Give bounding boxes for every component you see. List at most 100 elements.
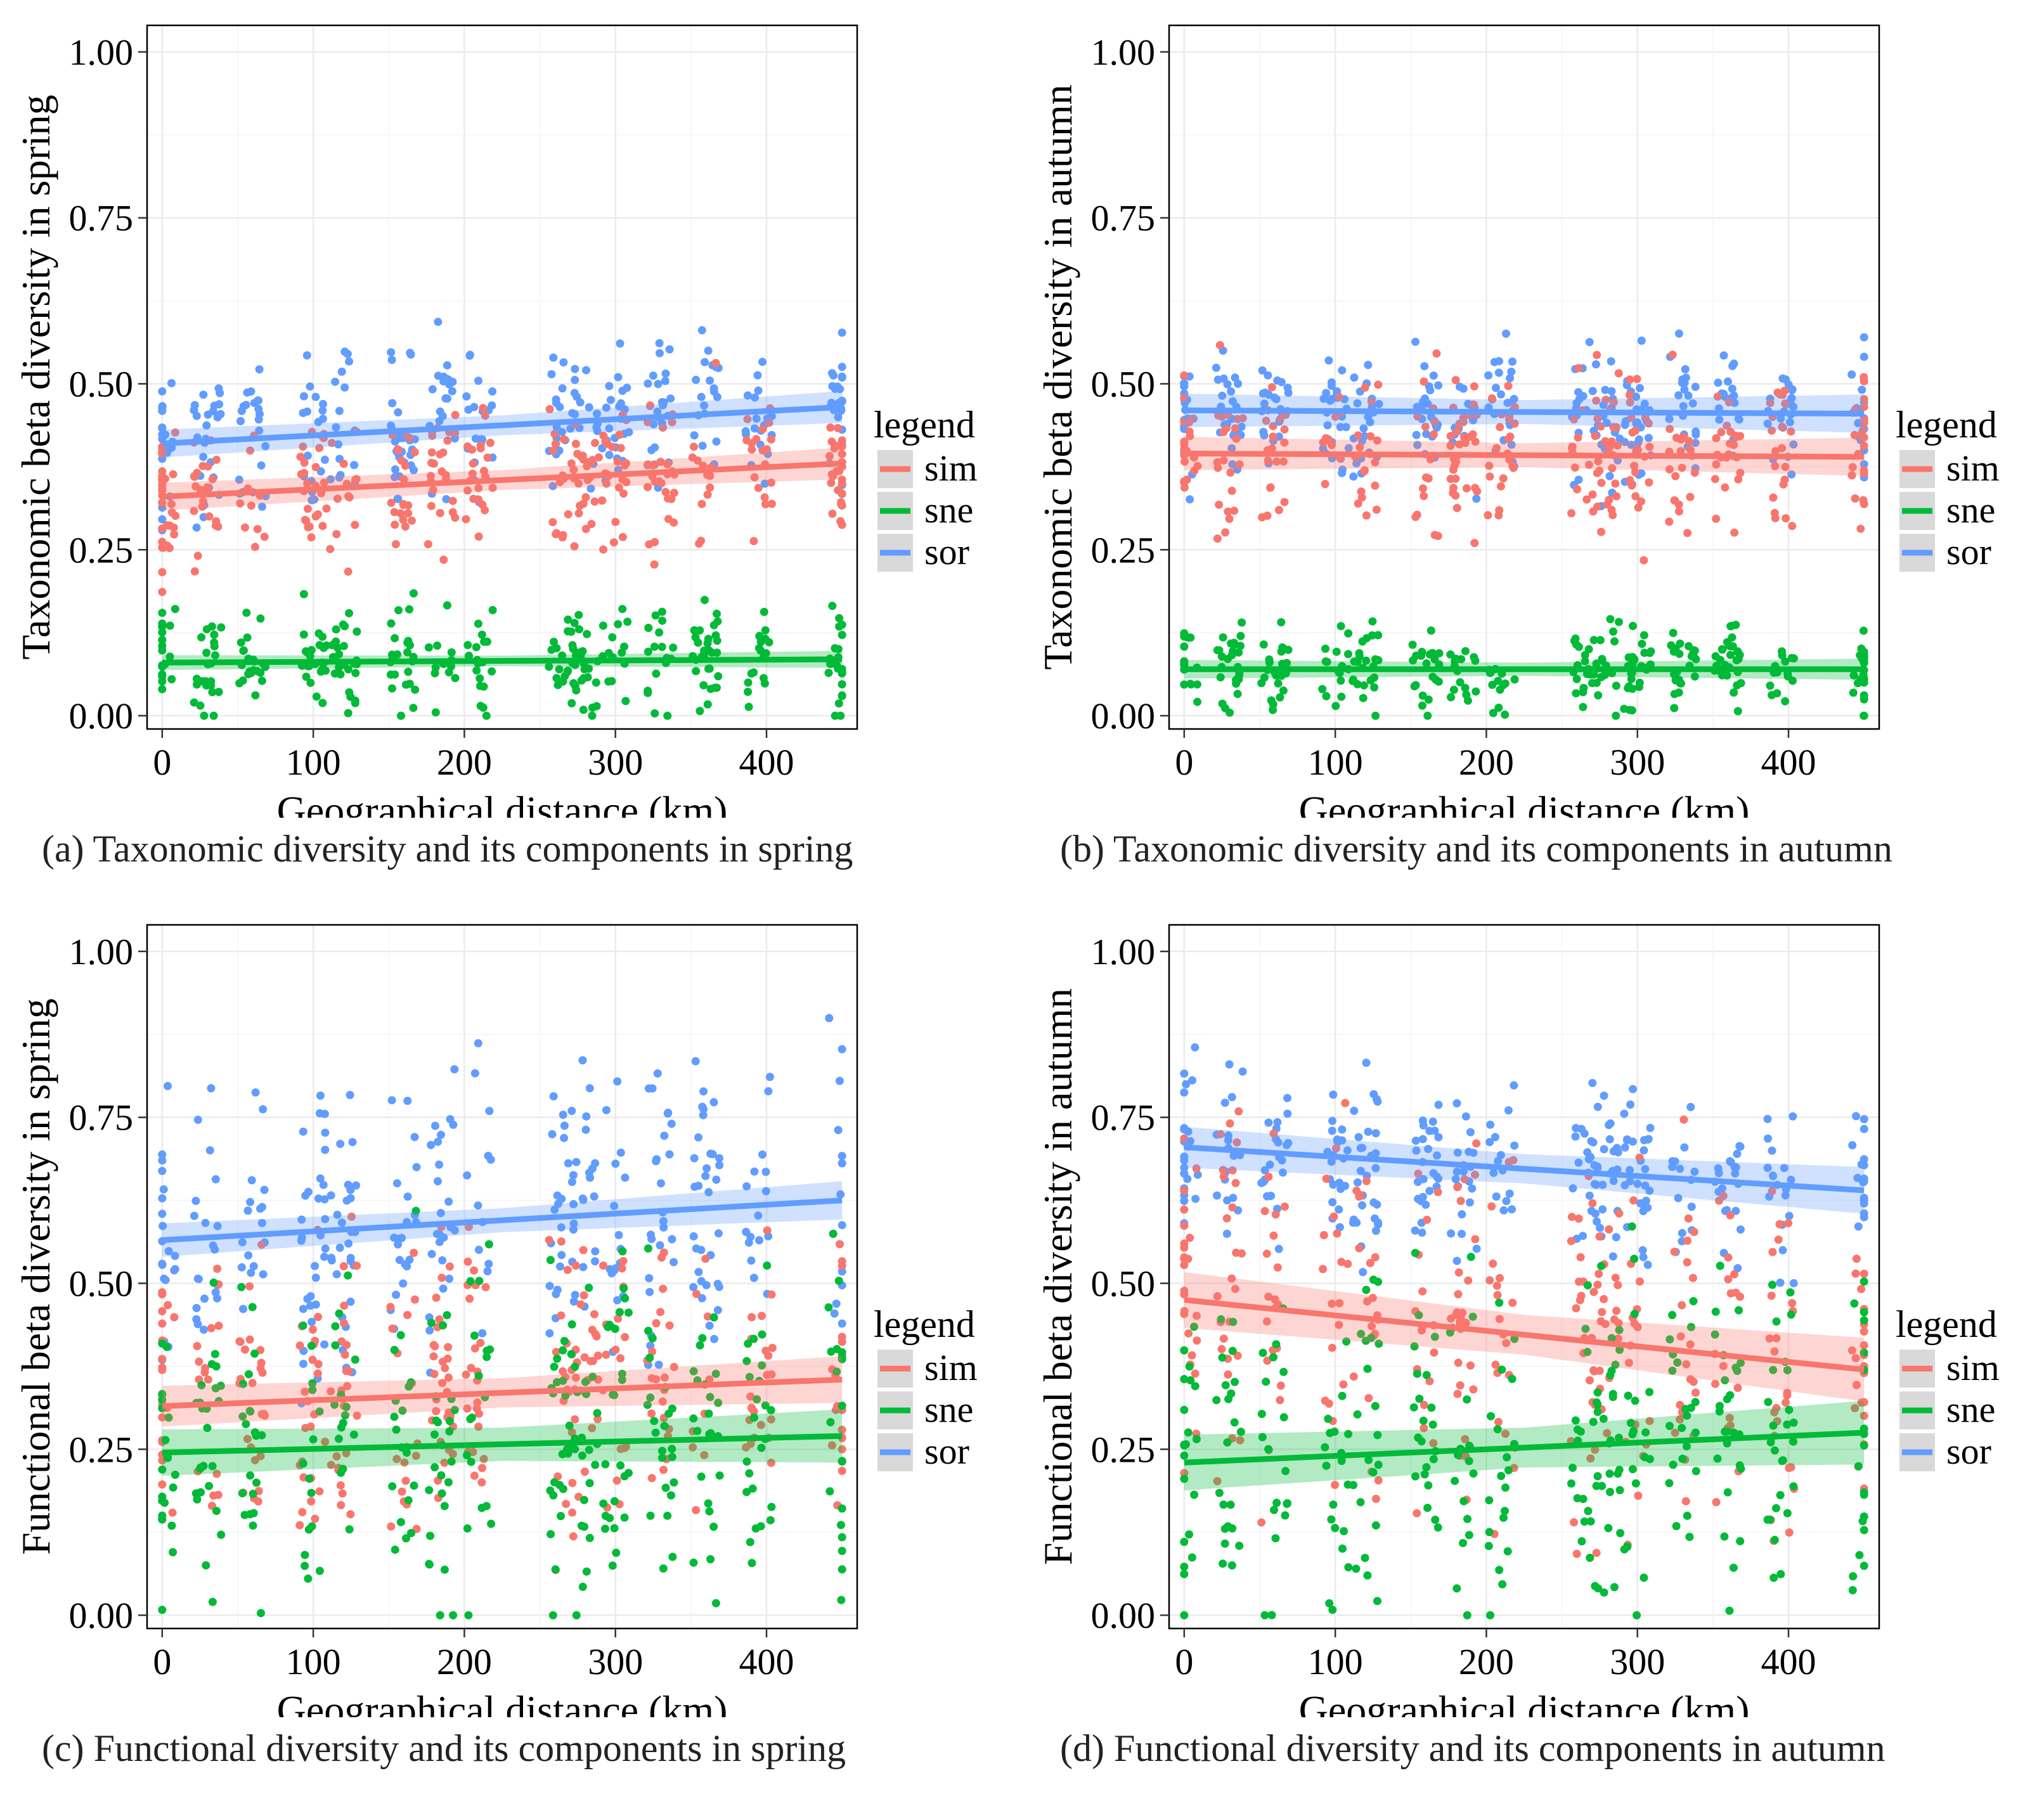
point-sne: [618, 1247, 627, 1256]
point-sor: [247, 387, 256, 396]
point-sim: [557, 1237, 566, 1246]
point-sne: [558, 651, 567, 660]
point-sim: [768, 1343, 777, 1352]
point-sne: [466, 1277, 475, 1286]
point-sne: [758, 1361, 766, 1370]
point-sim: [1690, 468, 1699, 477]
point-sim: [258, 1369, 267, 1377]
point-sne: [406, 1378, 415, 1387]
point-sne: [475, 1277, 484, 1286]
point-sim: [1851, 494, 1860, 503]
point-sor: [689, 1232, 698, 1241]
point-sne: [1789, 1418, 1798, 1427]
point-sor: [699, 1105, 708, 1114]
point-sne: [1431, 1516, 1440, 1524]
point-sim: [1634, 1492, 1643, 1500]
point-sim: [663, 460, 672, 468]
point-sne: [1588, 679, 1596, 688]
plot-border: [146, 24, 858, 730]
point-sne: [1783, 1420, 1792, 1429]
point-sim: [703, 1312, 712, 1321]
point-sor: [1574, 1158, 1583, 1167]
legend-title: legend: [874, 1303, 975, 1345]
point-sne: [1857, 644, 1866, 653]
point-sne: [1855, 1551, 1864, 1559]
point-sor: [337, 1218, 346, 1227]
y-tick-label: 0.25: [69, 1429, 134, 1470]
point-sor: [1609, 1177, 1618, 1185]
point-sor: [311, 392, 320, 401]
point-sor: [1494, 1157, 1503, 1166]
point-sne: [756, 638, 765, 647]
point-sor: [1452, 1167, 1461, 1176]
point-sim: [339, 1262, 348, 1270]
point-sne: [1666, 1422, 1674, 1430]
point-sim: [618, 532, 627, 541]
point-sne: [826, 1418, 835, 1426]
point-sne: [337, 1468, 346, 1477]
point-sim: [1597, 479, 1606, 487]
point-sne: [1717, 645, 1726, 654]
point-sim: [1600, 1294, 1608, 1303]
point-sne: [704, 1409, 713, 1418]
point-sor: [1191, 1194, 1200, 1203]
point-sor: [1733, 1149, 1742, 1158]
point-sne: [1678, 1454, 1687, 1463]
point-sim: [1279, 457, 1288, 466]
plot-area: [1169, 25, 1879, 729]
point-sne: [1591, 1582, 1600, 1590]
point-sim: [1267, 383, 1276, 392]
point-sim: [1374, 1476, 1383, 1485]
point-sim: [611, 1345, 620, 1354]
point-sim: [1496, 1273, 1504, 1282]
point-sor: [752, 414, 761, 423]
point-sne: [1410, 1342, 1419, 1351]
point-sne: [158, 1465, 167, 1474]
point-sim: [1472, 1139, 1481, 1148]
x-tick-label: 400: [739, 742, 794, 783]
point-sim: [1577, 1291, 1586, 1300]
point-sor: [1607, 357, 1615, 366]
point-sim: [601, 437, 610, 446]
point-sne: [1726, 622, 1735, 631]
fit-line-sim: [162, 1376, 843, 1409]
point-sne: [1769, 1573, 1778, 1582]
point-sim: [697, 500, 706, 508]
point-sne: [1373, 1597, 1381, 1606]
point-sim: [1765, 1334, 1774, 1343]
point-sim: [1719, 1192, 1728, 1200]
point-sor: [549, 353, 558, 362]
point-sor: [1510, 1141, 1519, 1150]
point-sim: [1232, 434, 1241, 443]
point-sim: [211, 521, 220, 530]
point-sne: [1691, 1398, 1700, 1407]
point-sim: [1271, 1210, 1280, 1219]
point-sor: [602, 1106, 611, 1114]
point-sim: [692, 1289, 701, 1298]
point-sor: [307, 1317, 316, 1326]
point-sim: [342, 1449, 351, 1458]
point-sor: [613, 1077, 622, 1086]
point-sim: [399, 515, 408, 524]
point-sim: [158, 568, 167, 577]
point-sor: [1715, 415, 1724, 424]
point-sim: [158, 498, 167, 507]
point-sne: [608, 633, 617, 642]
point-sor: [1731, 1206, 1740, 1215]
point-sim: [1470, 382, 1478, 390]
point-sor: [606, 396, 615, 404]
point-sim: [1366, 432, 1375, 441]
point-sne: [610, 1524, 619, 1533]
point-sim: [428, 431, 437, 440]
point-sne: [486, 1345, 495, 1354]
point-sim: [1860, 403, 1868, 411]
point-sim: [398, 1487, 406, 1496]
point-sor: [1585, 338, 1594, 347]
point-sor: [572, 1157, 581, 1166]
fit-line-sor: [162, 404, 843, 447]
point-sne: [1356, 1498, 1365, 1507]
point-sor: [237, 1263, 246, 1272]
point-sne: [1270, 1506, 1278, 1514]
point-sne: [1726, 650, 1735, 659]
